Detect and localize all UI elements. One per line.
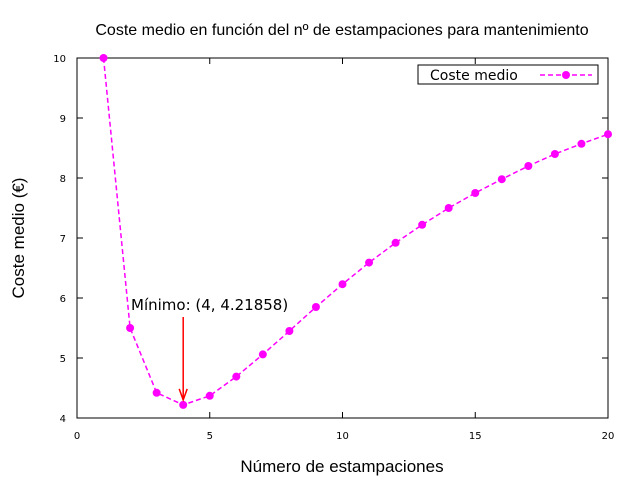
y-tick-label: 5 (60, 354, 66, 365)
data-point (577, 139, 586, 148)
data-point (550, 150, 559, 158)
data-point (152, 388, 161, 397)
data-point (179, 400, 188, 409)
y-tick-label: 8 (60, 174, 66, 185)
legend-marker (562, 71, 570, 79)
series-line (102, 57, 609, 406)
data-point (497, 175, 506, 184)
data-point (311, 303, 320, 311)
x-tick-label: 15 (469, 431, 482, 442)
y-tick-label: 9 (60, 114, 66, 125)
minimum-annotation-label: Mínimo: (4, 4.21858) (131, 296, 288, 314)
x-tick-label: 0 (74, 431, 80, 442)
data-point (604, 130, 612, 139)
data-point (205, 391, 214, 400)
series-layer (99, 54, 612, 409)
data-point (126, 324, 135, 332)
chart-title: Coste medio en función del nº de estampa… (95, 22, 588, 39)
annotation: Mínimo: (4, 4.21858) (131, 296, 288, 403)
legend: Coste medio (417, 64, 599, 85)
y-tick-label: 4 (60, 414, 66, 425)
data-point (258, 350, 267, 359)
y-axis-label: Coste medio (€) (9, 178, 28, 299)
data-point (99, 54, 108, 62)
axis-ticks: 0 5 10 15 20 4 5 6 7 8 9 10 (53, 54, 614, 442)
x-tick-label: 10 (336, 431, 349, 442)
y-tick-label: 10 (53, 54, 66, 65)
data-point (391, 238, 400, 247)
data-point (285, 327, 294, 335)
legend-label: Coste medio (430, 68, 518, 84)
data-point (365, 258, 374, 267)
x-axis-label: Número de estampaciones (240, 457, 443, 476)
y-tick-label: 6 (60, 294, 66, 305)
data-point (418, 220, 427, 229)
data-point (444, 204, 453, 212)
plot-frame (76, 57, 609, 419)
data-point (471, 189, 480, 197)
data-point (524, 162, 533, 170)
legend-box (417, 64, 599, 85)
minimum-arrow-head (178, 388, 188, 403)
data-point (338, 280, 347, 289)
y-tick-label: 7 (60, 234, 66, 245)
x-tick-label: 5 (207, 431, 213, 442)
x-tick-label: 20 (602, 431, 615, 442)
data-point (232, 372, 241, 381)
